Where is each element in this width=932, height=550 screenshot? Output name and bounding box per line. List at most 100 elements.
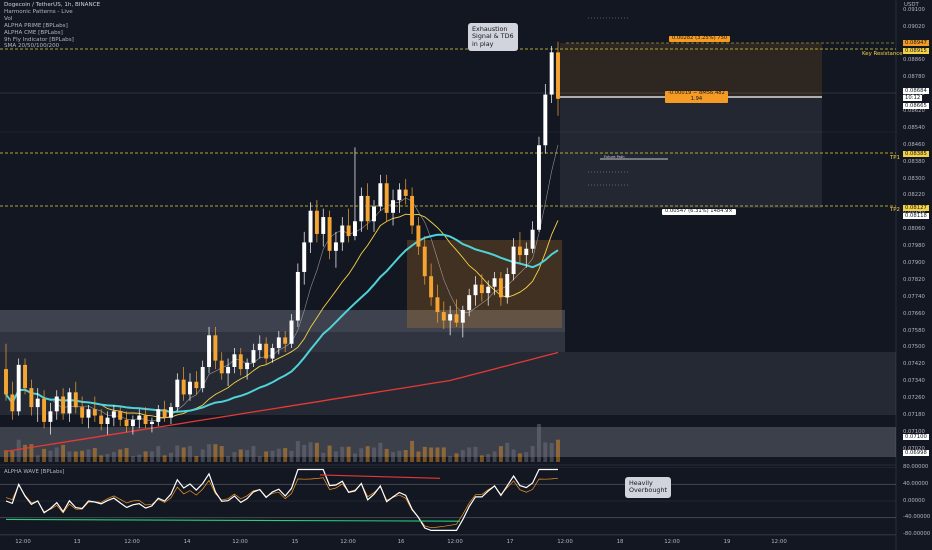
profit-box	[560, 43, 822, 98]
volume-bar	[473, 446, 478, 462]
volume-bar	[99, 455, 104, 462]
stop-box-label: 0.00547 (6.31%) 1484.9×	[662, 208, 736, 215]
candle	[213, 335, 218, 361]
candle	[498, 278, 503, 298]
candle	[359, 195, 364, 222]
price-tick: 0.08700	[903, 91, 925, 97]
candle	[321, 217, 326, 234]
price-tick: 0.07980	[903, 243, 925, 250]
volume-bar	[283, 448, 288, 462]
candle	[511, 246, 516, 275]
candle	[156, 409, 161, 422]
candle	[479, 284, 484, 294]
volume-bar	[346, 446, 351, 462]
candle	[416, 225, 421, 247]
chart-background	[0, 0, 897, 550]
volume-bar	[435, 447, 440, 462]
price-tick: 0.07420	[903, 361, 925, 368]
volume-bar	[422, 446, 427, 462]
volume-bar	[289, 450, 294, 462]
candle	[473, 284, 478, 296]
candle	[524, 248, 529, 256]
candle	[295, 271, 300, 321]
candle	[460, 309, 465, 323]
future-path-label: Future Path	[604, 155, 625, 159]
candle	[149, 421, 154, 424]
candle	[289, 320, 294, 344]
candle	[251, 350, 256, 363]
candle	[517, 246, 522, 256]
volume-bar	[549, 443, 554, 462]
oscillator-pane	[0, 467, 896, 535]
volume-bar	[245, 450, 250, 462]
volume-bar	[372, 447, 376, 462]
volume-bar	[111, 452, 116, 462]
candle	[384, 183, 389, 213]
time-tick: 12:00	[15, 539, 31, 545]
candle	[238, 354, 243, 370]
volume-bar	[226, 456, 231, 462]
candle	[80, 407, 85, 418]
price-badge: 0.08385	[903, 151, 929, 157]
volume-bar	[416, 451, 421, 462]
legend-line: Harmonic Patterns - Live	[4, 8, 73, 15]
volume-bar	[378, 442, 383, 462]
candle	[226, 366, 231, 374]
candle	[111, 411, 116, 418]
volume-bar	[137, 454, 142, 462]
entry-box-label: -0.00019 − 8M56.482 1.94	[665, 90, 728, 103]
candle	[340, 225, 345, 243]
volume-bar	[143, 451, 148, 462]
candle	[530, 229, 535, 249]
candle	[391, 200, 396, 213]
candle	[467, 295, 472, 310]
candle	[86, 409, 91, 418]
price-tick: 0.09100	[903, 6, 925, 13]
time-tick: 19	[723, 539, 731, 545]
candle	[130, 419, 135, 427]
price-badge: 10:12	[903, 95, 923, 101]
candle	[162, 409, 167, 418]
candle	[29, 388, 34, 408]
candle	[308, 210, 313, 243]
price-tick: 0.07340	[903, 378, 925, 385]
candle	[283, 337, 288, 344]
volume-bar	[219, 446, 224, 462]
price-tick: 0.09020	[903, 23, 925, 30]
volume-bar	[168, 452, 173, 462]
candle	[327, 217, 332, 251]
volume-bar	[207, 444, 212, 462]
volume-bar	[511, 449, 516, 462]
candle	[422, 246, 427, 277]
volume-bar	[410, 440, 415, 462]
candle	[188, 381, 192, 395]
volume-bar	[270, 450, 275, 462]
time-tick: 12:00	[771, 539, 787, 545]
price-tick: 0.08860	[903, 57, 925, 64]
candle	[73, 392, 78, 408]
volume-bar	[391, 452, 396, 462]
volume-bar	[352, 453, 357, 462]
overbought-callout: Heavily Overbought	[625, 477, 672, 498]
price-tick: 0.07020	[903, 445, 925, 452]
candle	[245, 362, 250, 370]
candle	[143, 415, 148, 424]
candle	[333, 242, 338, 251]
volume-bar	[530, 446, 535, 462]
target-box-label: 0.00282 (3.25%) 750	[669, 35, 731, 42]
volume-bar	[359, 448, 364, 462]
price-tick: 0.07180	[903, 412, 925, 419]
price-tick: 0.08300	[903, 175, 925, 182]
candle	[118, 411, 123, 420]
volume-bar	[118, 449, 123, 462]
candle	[543, 94, 548, 146]
osc-signal-line	[5, 477, 559, 529]
candle	[302, 242, 307, 272]
volume-bar	[194, 456, 199, 462]
volume-bar	[384, 448, 389, 462]
volume-bar	[73, 451, 78, 462]
support-zone	[0, 352, 896, 415]
price-tick: 0.08540	[903, 124, 925, 131]
candle	[556, 52, 560, 99]
